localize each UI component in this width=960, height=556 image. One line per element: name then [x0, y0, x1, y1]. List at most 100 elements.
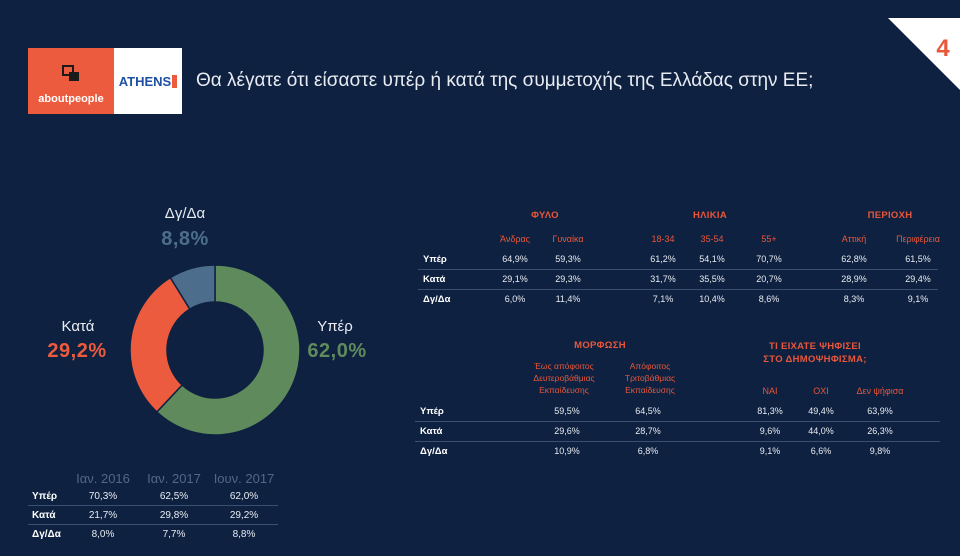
group-title-morfosi: ΜΟΡΦΩΣΗ — [574, 340, 626, 351]
table-cell: 70,3% — [88, 491, 118, 502]
table-cell: 62,8% — [841, 254, 867, 264]
table-cell: 6,8% — [637, 446, 659, 456]
col-header-line: Δευτεροβάθμιας — [533, 373, 595, 383]
col-header: Έως απόφοιτος Δευτεροβάθμιας Εκπαίδευσης — [524, 360, 604, 396]
table-cell: 7,7% — [162, 529, 186, 540]
group-title-line: ΤΙ ΕΙΧΑΤΕ ΨΗΦΙΣΕΙ — [768, 341, 861, 352]
table-cell: 35,5% — [699, 274, 725, 284]
table-cell: 54,1% — [699, 254, 725, 264]
table-cell: 28,9% — [841, 274, 867, 284]
col-header: ΝΑΙ — [762, 386, 778, 396]
logo-athens-text: ATHENS — [119, 74, 172, 89]
slice-label-kata: Κατά — [61, 318, 95, 335]
table-cell: 7,1% — [652, 294, 674, 304]
row-label: Υπέρ — [423, 254, 447, 265]
table-cell: 63,9% — [867, 406, 893, 416]
group-title-fylo: ΦΥΛΟ — [531, 210, 559, 221]
table-cell: 6,6% — [810, 446, 832, 456]
group-title-dimopsifisma: ΤΙ ΕΙΧΑΤΕ ΨΗΦΙΣΕΙ ΣΤΟ ΔΗΜΟΨΗΦΙΣΜΑ; — [745, 340, 885, 366]
table-cell: 61,2% — [650, 254, 676, 264]
row-divider — [28, 505, 278, 506]
table-cell: 29,1% — [502, 274, 528, 284]
table-cell: 81,3% — [757, 406, 783, 416]
table-cell: 6,0% — [504, 294, 526, 304]
table-cell: 59,3% — [555, 254, 581, 264]
table-cell: 26,3% — [867, 426, 893, 436]
slice-value-dgda: 8,8% — [161, 228, 209, 250]
table-cell: 10,4% — [699, 294, 725, 304]
table-cell: 8,0% — [91, 529, 115, 540]
table-cell: 29,4% — [905, 274, 931, 284]
slice-label-dgda: Δγ/Δα — [164, 205, 206, 222]
col-header-line: Εκπαίδευσης — [625, 385, 675, 395]
row-label: Δγ/Δα — [423, 294, 451, 305]
table-cell: 29,3% — [555, 274, 581, 284]
row-label: Δγ/Δα — [420, 446, 448, 457]
row-label: Υπέρ — [32, 491, 58, 502]
col-header: Δεν ψήφισα — [856, 386, 904, 396]
table-cell: 9,1% — [907, 294, 929, 304]
table-cell: 9,1% — [759, 446, 781, 456]
table-cell: 70,7% — [756, 254, 782, 264]
logo-about-text: aboutpeople — [38, 93, 103, 105]
table-cell: 29,6% — [554, 426, 580, 436]
history-col-header: Ιουν. 2017 — [213, 471, 275, 486]
table-cell: 9,8% — [869, 446, 891, 456]
donut-chart — [129, 264, 301, 436]
col-header: Αττική — [841, 234, 867, 244]
col-header: 35-54 — [700, 234, 724, 244]
slice-value-yper: 62,0% — [307, 340, 367, 362]
col-header-line: Εκπαίδευσης — [539, 385, 589, 395]
table-cell: 8,3% — [843, 294, 865, 304]
table-cell: 29,8% — [159, 510, 189, 521]
history-col-header: Ιαν. 2016 — [76, 471, 130, 486]
aboutpeople-logo: aboutpeople — [28, 48, 114, 114]
table-cell: 21,7% — [88, 510, 118, 521]
table-cell: 8,6% — [758, 294, 780, 304]
row-divider — [415, 421, 940, 422]
table-cell: 64,5% — [635, 406, 661, 416]
table-cell: 61,5% — [905, 254, 931, 264]
table-cell: 44,0% — [808, 426, 834, 436]
table-cell: 64,9% — [502, 254, 528, 264]
col-header: Άνδρας — [499, 234, 530, 244]
slice-label-yper: Υπέρ — [317, 318, 353, 335]
group-title-perioxi: ΠΕΡΙΟΧΗ — [867, 210, 913, 221]
table-cell: 31,7% — [650, 274, 676, 284]
table-cell: 9,6% — [759, 426, 781, 436]
donut-slice-2 — [169, 264, 216, 311]
table-cell: 29,2% — [229, 510, 259, 521]
row-label: Δγ/Δα — [32, 529, 61, 540]
table-cell: 20,7% — [756, 274, 782, 284]
table-cell: 62,0% — [229, 491, 259, 502]
col-header: 55+ — [761, 234, 777, 244]
history-col-header: Ιαν. 2017 — [147, 471, 201, 486]
row-label: Υπέρ — [420, 406, 444, 417]
col-header: Γυναίκα — [552, 234, 584, 244]
page-number-corner: 4 — [888, 18, 960, 90]
athens-logo: ATHENS — [114, 48, 182, 114]
row-divider — [28, 524, 278, 525]
table-cell: 10,9% — [554, 446, 580, 456]
table-cell: 59,5% — [554, 406, 580, 416]
donut-slices — [129, 264, 301, 436]
col-header-line: Τριτοβάθμιας — [624, 373, 676, 383]
row-divider — [418, 269, 938, 270]
row-label: Κατά — [423, 274, 446, 285]
row-label: Κατά — [32, 510, 56, 521]
col-header-line: Απόφοιτος — [629, 361, 671, 371]
donut-slice-1 — [129, 276, 191, 414]
col-header: 18-34 — [651, 234, 675, 244]
col-header-line: Έως απόφοιτος — [534, 361, 594, 371]
page-number: 4 — [936, 35, 950, 62]
row-label: Κατά — [420, 426, 443, 437]
group-title-ilikia: ΗΛΙΚΙΑ — [693, 210, 727, 221]
table-cell: 49,4% — [808, 406, 834, 416]
donut-slice-0 — [155, 264, 301, 436]
group-title-line: ΣΤΟ ΔΗΜΟΨΗΦΙΣΜΑ; — [763, 354, 867, 365]
table-cell: 11,4% — [555, 294, 581, 304]
page-title: Θα λέγατε ότι είσαστε υπέρ ή κατά της συ… — [196, 70, 814, 91]
table-cell: 62,5% — [159, 491, 189, 502]
col-header: ΟΧΙ — [813, 386, 829, 396]
table-cell: 8,8% — [232, 529, 256, 540]
